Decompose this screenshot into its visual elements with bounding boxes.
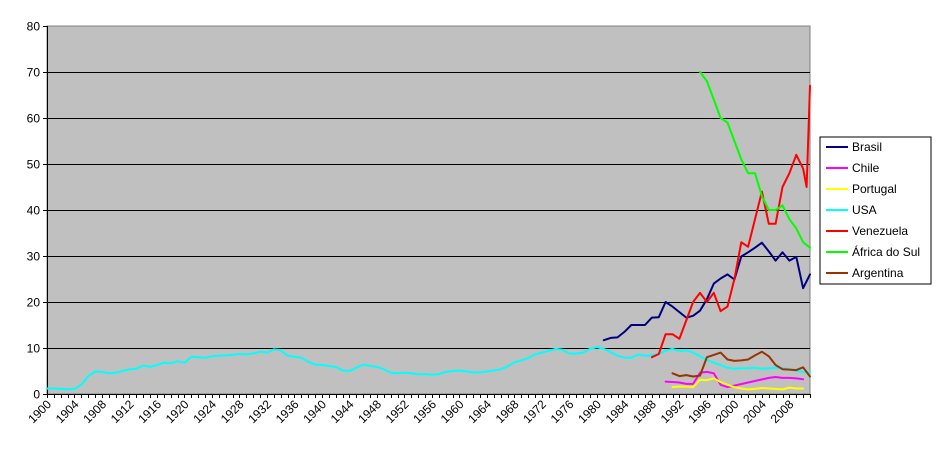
legend-box bbox=[819, 136, 932, 285]
series-line-chile bbox=[664, 370, 805, 389]
gridlines bbox=[47, 72, 810, 349]
y-axis: 0 10 20 30 40 50 60 70 80 bbox=[27, 20, 48, 402]
series-line-argentina bbox=[671, 350, 811, 378]
series-lines bbox=[46, 71, 811, 391]
legend-label: Argentina bbox=[852, 266, 904, 280]
legend-label: Chile bbox=[852, 161, 880, 175]
legend-label: USA bbox=[852, 203, 877, 217]
series-line--frica-do-sul bbox=[699, 71, 811, 249]
legend-label: Portugal bbox=[852, 182, 897, 196]
y-tick-label: 0 bbox=[33, 388, 40, 402]
series-line-usa bbox=[46, 346, 811, 391]
y-tick-label: 20 bbox=[27, 296, 41, 310]
y-tick-label: 50 bbox=[27, 158, 41, 172]
y-tick-label: 40 bbox=[27, 204, 41, 218]
legend-label: Venezuela bbox=[852, 224, 908, 238]
y-tick-label: 10 bbox=[27, 342, 41, 356]
y-tick-label: 30 bbox=[27, 250, 41, 264]
y-tick-label: 70 bbox=[27, 66, 41, 80]
series-line-brasil bbox=[602, 241, 811, 342]
series-line-portugal bbox=[671, 377, 805, 391]
legend-label: África do Sul bbox=[852, 244, 920, 259]
y-tick-label: 80 bbox=[27, 20, 41, 34]
y-tick-label: 60 bbox=[27, 112, 41, 126]
series-line-venezuela bbox=[650, 84, 811, 359]
legend: Brasil Chile Portugal USA Venezuela África do… bbox=[819, 136, 932, 285]
legend-label: Brasil bbox=[852, 140, 882, 154]
